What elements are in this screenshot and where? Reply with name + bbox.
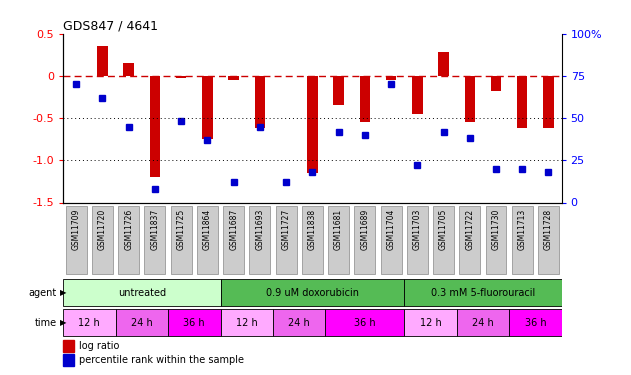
Text: GSM11704: GSM11704 — [387, 209, 396, 250]
Text: 24 h: 24 h — [472, 318, 493, 327]
Text: 0.9 uM doxorubicin: 0.9 uM doxorubicin — [266, 288, 359, 297]
FancyBboxPatch shape — [404, 279, 562, 306]
Text: percentile rank within the sample: percentile rank within the sample — [79, 355, 244, 365]
Text: 24 h: 24 h — [131, 318, 153, 327]
FancyBboxPatch shape — [223, 206, 244, 274]
Text: 12 h: 12 h — [236, 318, 257, 327]
Bar — [360, 76, 370, 122]
Bar — [307, 76, 317, 173]
Text: ▶: ▶ — [60, 318, 66, 327]
Text: ▶: ▶ — [60, 288, 66, 297]
Bar — [517, 76, 528, 128]
Text: GSM11726: GSM11726 — [124, 209, 133, 250]
FancyBboxPatch shape — [63, 279, 220, 306]
Bar — [202, 76, 213, 139]
FancyBboxPatch shape — [485, 206, 507, 274]
FancyBboxPatch shape — [220, 309, 273, 336]
Bar — [63, 354, 74, 366]
FancyBboxPatch shape — [170, 206, 192, 274]
Bar — [63, 340, 74, 352]
FancyBboxPatch shape — [168, 309, 220, 336]
Text: GSM11703: GSM11703 — [413, 209, 422, 250]
Text: GSM11728: GSM11728 — [544, 209, 553, 250]
Text: 24 h: 24 h — [288, 318, 310, 327]
Bar — [150, 76, 160, 177]
FancyBboxPatch shape — [273, 309, 326, 336]
Text: GSM11693: GSM11693 — [256, 209, 264, 250]
FancyBboxPatch shape — [66, 206, 86, 274]
FancyBboxPatch shape — [197, 206, 218, 274]
Text: GDS847 / 4641: GDS847 / 4641 — [63, 20, 158, 33]
FancyBboxPatch shape — [355, 206, 375, 274]
Bar — [386, 76, 396, 80]
Text: GSM11687: GSM11687 — [229, 209, 238, 250]
Bar — [464, 76, 475, 122]
Text: 36 h: 36 h — [184, 318, 205, 327]
Text: 12 h: 12 h — [420, 318, 441, 327]
Text: 12 h: 12 h — [78, 318, 100, 327]
FancyBboxPatch shape — [249, 206, 270, 274]
FancyBboxPatch shape — [276, 206, 297, 274]
Bar — [97, 46, 108, 76]
Bar — [333, 76, 344, 105]
FancyBboxPatch shape — [326, 309, 404, 336]
Text: GSM11864: GSM11864 — [203, 209, 212, 250]
Text: untreated: untreated — [118, 288, 166, 297]
Bar — [228, 76, 239, 80]
Text: GSM11722: GSM11722 — [465, 209, 475, 250]
Text: GSM11689: GSM11689 — [360, 209, 369, 250]
Text: GSM11720: GSM11720 — [98, 209, 107, 250]
Bar — [439, 52, 449, 76]
Text: 36 h: 36 h — [354, 318, 375, 327]
FancyBboxPatch shape — [457, 309, 509, 336]
Text: GSM11681: GSM11681 — [334, 209, 343, 250]
Text: GSM11713: GSM11713 — [518, 209, 527, 250]
FancyBboxPatch shape — [63, 309, 115, 336]
Text: GSM11730: GSM11730 — [492, 209, 500, 250]
Text: 36 h: 36 h — [524, 318, 546, 327]
FancyBboxPatch shape — [509, 309, 562, 336]
FancyBboxPatch shape — [144, 206, 165, 274]
FancyBboxPatch shape — [538, 206, 559, 274]
Text: GSM11837: GSM11837 — [150, 209, 160, 250]
Bar — [491, 76, 501, 91]
FancyBboxPatch shape — [220, 279, 404, 306]
Text: GSM11838: GSM11838 — [308, 209, 317, 250]
FancyBboxPatch shape — [459, 206, 480, 274]
Bar — [124, 63, 134, 76]
FancyBboxPatch shape — [115, 309, 168, 336]
FancyBboxPatch shape — [92, 206, 113, 274]
Text: agent: agent — [28, 288, 57, 297]
Bar — [176, 76, 186, 78]
Text: GSM11727: GSM11727 — [281, 209, 291, 250]
FancyBboxPatch shape — [404, 309, 457, 336]
Bar — [543, 76, 554, 128]
Text: log ratio: log ratio — [79, 341, 119, 351]
Bar — [255, 76, 265, 128]
Bar — [412, 76, 423, 114]
FancyBboxPatch shape — [118, 206, 139, 274]
Text: GSM11725: GSM11725 — [177, 209, 186, 250]
FancyBboxPatch shape — [328, 206, 349, 274]
FancyBboxPatch shape — [512, 206, 533, 274]
FancyBboxPatch shape — [433, 206, 454, 274]
Text: GSM11709: GSM11709 — [72, 209, 81, 250]
Text: GSM11705: GSM11705 — [439, 209, 448, 250]
FancyBboxPatch shape — [302, 206, 323, 274]
Text: 0.3 mM 5-fluorouracil: 0.3 mM 5-fluorouracil — [431, 288, 535, 297]
FancyBboxPatch shape — [407, 206, 428, 274]
FancyBboxPatch shape — [380, 206, 401, 274]
Text: time: time — [35, 318, 57, 327]
